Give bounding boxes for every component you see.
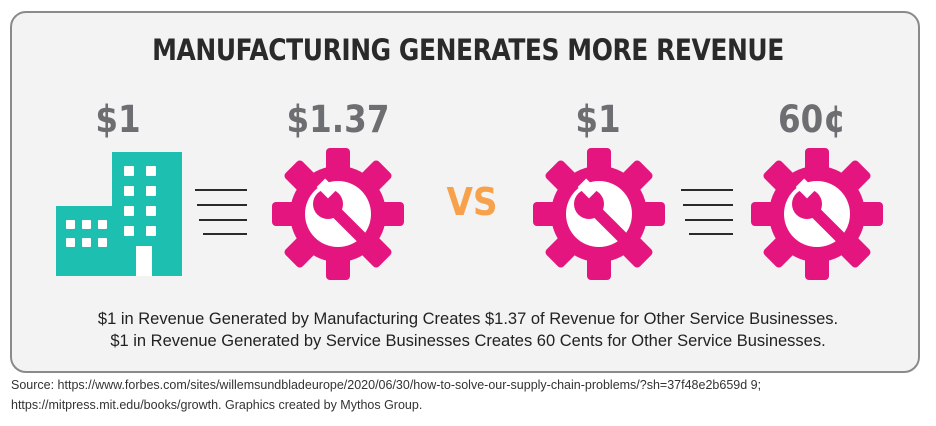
manufacturing-input-amount: $1	[95, 98, 141, 141]
equals-lines-icon	[195, 189, 247, 235]
source-line: Source: https://www.forbes.com/sites/wil…	[11, 378, 762, 392]
source-line: https://mitpress.mit.edu/books/growth. G…	[11, 398, 423, 412]
service-description: $1 in Revenue Generated by Service Busin…	[110, 332, 826, 350]
service-input-amount: $1	[575, 98, 621, 141]
manufacturing-output-amount: $1.37	[286, 98, 390, 141]
gear-wrench-icon	[533, 148, 665, 280]
vs-label: VS	[446, 180, 498, 224]
infographic-title: MANUFACTURING GENERATES MORE REVENUE	[152, 33, 784, 67]
building-icon	[56, 152, 182, 276]
equals-lines-icon	[681, 189, 733, 235]
gear-wrench-icon	[751, 148, 883, 280]
manufacturing-description: $1 in Revenue Generated by Manufacturing…	[97, 310, 839, 328]
gear-wrench-icon	[272, 148, 404, 280]
service-output-amount: 60¢	[778, 98, 846, 141]
